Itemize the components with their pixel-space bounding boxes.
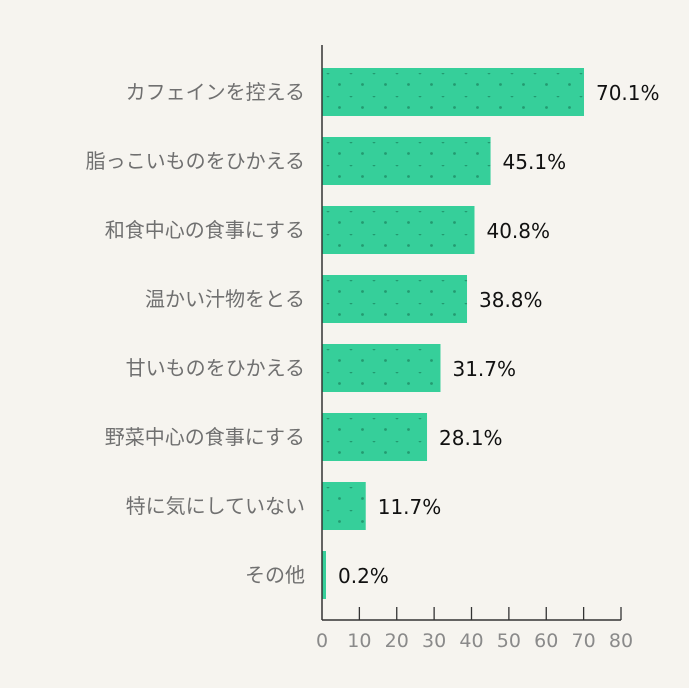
bar-group: 和食中心の食事にする 40.8% bbox=[105, 206, 550, 254]
x-tick-label: 70 bbox=[572, 630, 596, 652]
x-tick-label: 40 bbox=[459, 630, 483, 652]
category-label: 甘いものをひかえる bbox=[126, 356, 305, 380]
bar-pattern bbox=[322, 275, 468, 323]
bar-pattern bbox=[322, 344, 441, 392]
bar-pattern bbox=[322, 551, 326, 599]
value-label: 45.1% bbox=[503, 150, 567, 174]
bar-group: 脂っこいものをひかえる 45.1% bbox=[86, 137, 567, 185]
category-label: 特に気にしていない bbox=[126, 494, 305, 518]
bar-pattern bbox=[322, 206, 475, 254]
bar-group: 温かい汁物をとる 38.8% bbox=[145, 275, 543, 323]
x-tick-label: 10 bbox=[347, 630, 371, 652]
x-tick-label: 50 bbox=[497, 630, 521, 652]
bar-pattern bbox=[322, 137, 491, 185]
value-label: 70.1% bbox=[596, 81, 660, 105]
x-tick-label: 30 bbox=[422, 630, 446, 652]
bar-group: 甘いものをひかえる 31.7% bbox=[126, 344, 516, 392]
bar-group: 特に気にしていない 11.7% bbox=[126, 482, 442, 530]
x-tick-label: 60 bbox=[534, 630, 558, 652]
value-label: 38.8% bbox=[479, 288, 543, 312]
x-tick-label: 0 bbox=[316, 630, 328, 652]
value-label: 40.8% bbox=[486, 219, 550, 243]
value-label: 11.7% bbox=[378, 495, 442, 519]
x-tick-label: 20 bbox=[385, 630, 409, 652]
category-label: カフェインを控える bbox=[126, 80, 305, 104]
bar-group: カフェインを控える 70.1% bbox=[126, 68, 660, 116]
category-label: 温かい汁物をとる bbox=[145, 287, 305, 311]
category-label: 和食中心の食事にする bbox=[105, 218, 305, 242]
bar-pattern bbox=[322, 68, 584, 116]
category-label: 脂っこいものをひかえる bbox=[86, 149, 305, 173]
x-tick-label: 80 bbox=[609, 630, 633, 652]
bar-pattern bbox=[322, 413, 428, 461]
value-label: 31.7% bbox=[452, 357, 516, 381]
category-label: 野菜中心の食事にする bbox=[105, 425, 305, 449]
bar-pattern bbox=[322, 482, 366, 530]
category-label: その他 bbox=[245, 563, 305, 587]
value-label: 28.1% bbox=[439, 426, 503, 450]
value-label: 0.2% bbox=[338, 564, 389, 588]
bar-group: 野菜中心の食事にする 28.1% bbox=[105, 413, 503, 461]
bar-group: その他 0.2% bbox=[245, 551, 389, 599]
